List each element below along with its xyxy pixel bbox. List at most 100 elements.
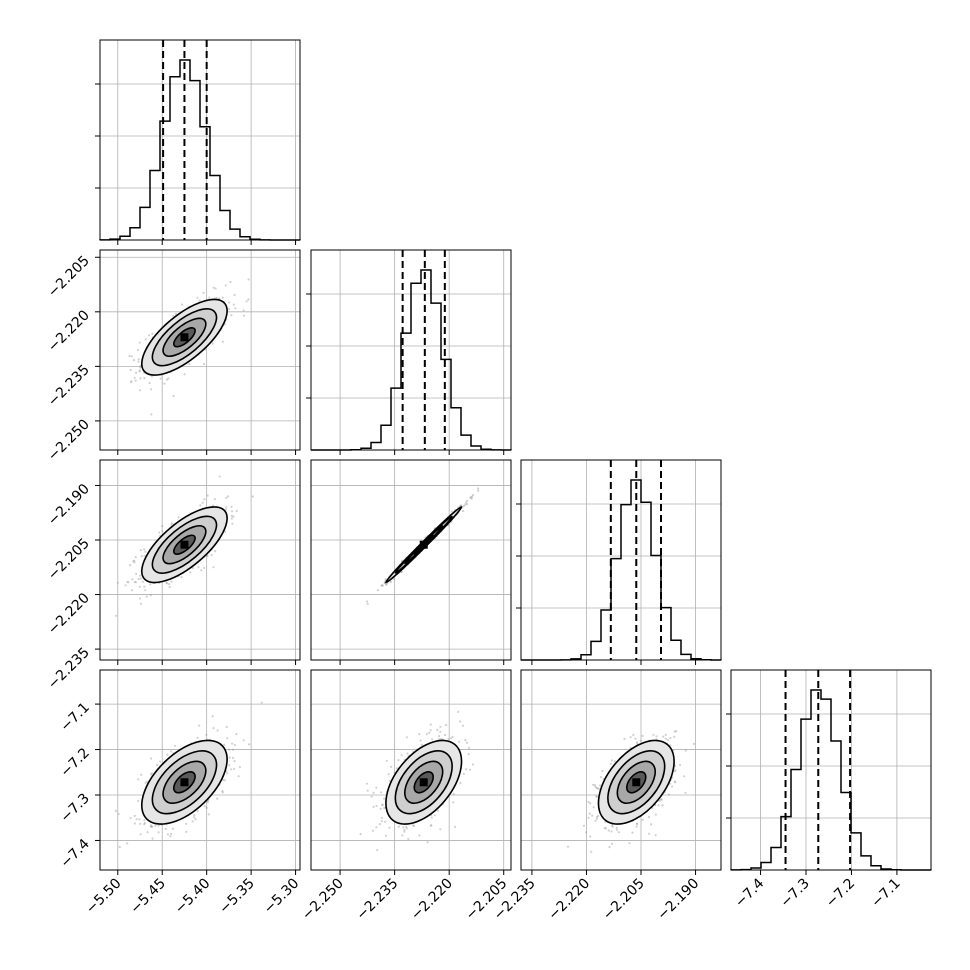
sample-point <box>143 822 146 825</box>
sample-point <box>599 776 603 779</box>
sample-point <box>372 791 375 794</box>
sample-point <box>234 307 237 310</box>
sample-point <box>114 809 118 813</box>
sample-point <box>429 729 432 732</box>
sample-point <box>390 765 393 769</box>
sample-point <box>443 733 447 737</box>
sample-point <box>611 825 614 828</box>
sample-point <box>650 823 653 826</box>
sample-point <box>381 803 384 806</box>
sample-point <box>201 501 204 504</box>
sample-point <box>174 312 178 316</box>
sample-point <box>587 800 590 804</box>
contour-line <box>626 771 647 794</box>
contour-line <box>172 327 196 348</box>
sample-point <box>603 826 606 830</box>
sample-point <box>471 763 475 766</box>
sample-point <box>140 554 143 558</box>
sample-point <box>654 834 657 837</box>
sample-point <box>237 775 240 778</box>
sample-point <box>188 362 191 366</box>
sample-point <box>170 580 173 583</box>
sample-point <box>674 769 677 772</box>
sample-point <box>664 733 667 737</box>
sample-point <box>151 837 154 840</box>
y-tick-label: −7.3 <box>57 791 92 826</box>
panel-3-2: −2.235 −2.220 −2.205 −2.190 <box>491 669 722 923</box>
sample-point <box>196 296 199 299</box>
y-tick-label: −2.205 <box>45 253 93 301</box>
sample-point <box>177 516 180 519</box>
sample-point <box>167 377 170 380</box>
sample-point <box>137 577 140 581</box>
sample-point <box>405 736 408 739</box>
sample-point <box>378 823 381 826</box>
sample-point <box>380 816 383 820</box>
panel-frame <box>99 669 301 871</box>
sample-point <box>228 748 231 751</box>
sample-point <box>406 752 409 755</box>
contour-line <box>162 760 207 804</box>
sample-point <box>420 743 423 746</box>
sample-point <box>469 768 472 771</box>
sample-point <box>149 825 152 828</box>
sample-point <box>137 360 140 363</box>
sample-point <box>235 509 238 512</box>
sample-point <box>132 359 135 362</box>
sample-point <box>138 341 141 344</box>
sample-point <box>135 371 138 374</box>
panel-2-2 <box>516 459 722 665</box>
sample-point <box>203 805 206 808</box>
sample-point <box>595 817 599 821</box>
sample-point <box>150 757 153 760</box>
sample-point <box>238 766 241 769</box>
sample-point <box>150 825 153 828</box>
sample-point <box>384 578 387 581</box>
sample-point <box>469 496 472 499</box>
sample-point <box>359 833 362 836</box>
sample-point <box>225 496 228 499</box>
sample-point <box>429 723 432 726</box>
sample-point <box>451 735 454 739</box>
sample-point <box>158 531 161 534</box>
sample-point <box>148 381 151 385</box>
sample-point <box>585 831 588 834</box>
sample-point <box>129 817 132 820</box>
sample-point <box>452 792 455 796</box>
histogram-2 <box>521 479 722 661</box>
sample-point <box>205 733 208 736</box>
sample-point <box>444 724 448 727</box>
panel-3-0: −7.4 −7.3 −7.2 −7.1 −5.50 −5.45 −5.40 −5.35 −5.3… <box>57 669 302 917</box>
sample-point <box>426 841 429 844</box>
sample-point <box>143 377 146 380</box>
sample-point <box>216 797 219 800</box>
sample-point <box>615 826 618 829</box>
sample-point <box>587 816 590 819</box>
sample-point <box>157 824 160 827</box>
density-peak <box>180 540 189 549</box>
sample-point <box>139 833 142 836</box>
y-tick-label: −2.220 <box>45 307 93 355</box>
sample-point <box>461 510 465 513</box>
sample-point <box>595 786 598 790</box>
sample-point <box>371 829 375 832</box>
sample-point <box>376 848 379 852</box>
sample-point <box>248 743 251 746</box>
sample-point <box>243 314 246 317</box>
sample-point <box>221 790 224 793</box>
sample-point <box>469 496 472 499</box>
sample-point <box>165 581 168 584</box>
sample-point <box>148 334 151 337</box>
sample-point <box>669 737 672 740</box>
sample-point <box>137 358 140 361</box>
sample-point <box>610 830 613 833</box>
sample-point <box>172 395 175 398</box>
sample-point <box>439 828 442 831</box>
sample-point <box>467 753 470 756</box>
sample-point <box>671 785 674 788</box>
panel-1-1 <box>306 249 512 455</box>
sample-point <box>136 348 140 352</box>
sample-point <box>648 832 651 835</box>
sample-point <box>636 741 639 744</box>
histogram-0 <box>99 59 300 241</box>
